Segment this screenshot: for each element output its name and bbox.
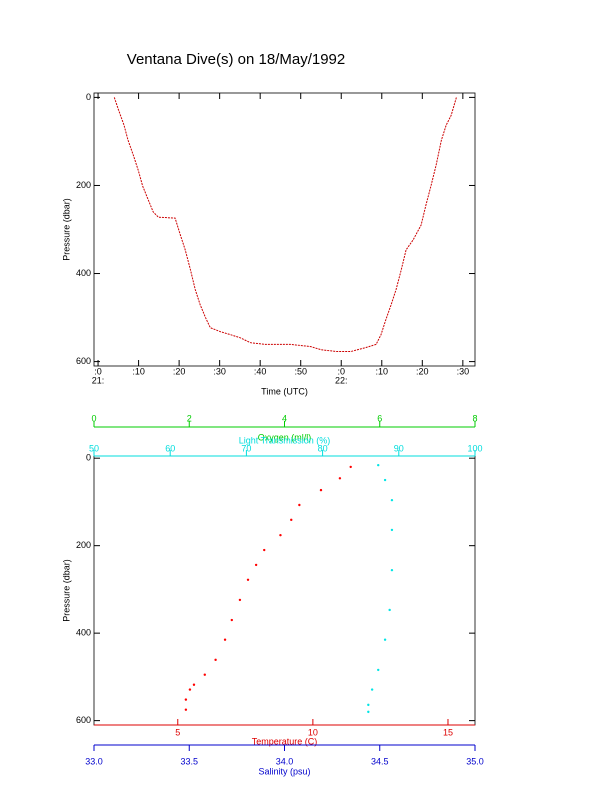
x-tick-label: :10 [132, 366, 145, 376]
data-point [188, 688, 192, 691]
data-point [184, 708, 188, 711]
data-point [388, 608, 391, 612]
x-tick-label: 8 [472, 413, 477, 423]
data-point [377, 668, 380, 672]
data-point [254, 563, 258, 567]
y-tick-label: 200 [76, 540, 91, 550]
data-point [349, 465, 352, 469]
plot-frame [93, 92, 476, 367]
data-point [367, 710, 370, 714]
x-tick-label: 34.0 [276, 756, 294, 766]
y-tick-label: 600 [76, 715, 91, 725]
x-tick-label: 15 [443, 727, 453, 737]
y-tick-label: 200 [76, 180, 91, 190]
data-point [377, 463, 380, 467]
data-point [184, 698, 188, 701]
data-point [390, 498, 394, 502]
data-point [390, 568, 394, 572]
x-tick-label: :30 [457, 366, 470, 376]
x-axis-label: Oxygen (ml/l) [258, 432, 312, 442]
x-axis-label: Time (UTC) [261, 386, 308, 396]
x-tick-label: 100 [467, 443, 482, 453]
y-tick-label: 400 [76, 268, 91, 278]
x-axis-label: Light Transmission (%) [239, 435, 331, 445]
data-point [338, 477, 342, 480]
data-point [319, 488, 323, 492]
y-axis-label: Pressure (dbar) [61, 559, 71, 622]
data-point [367, 703, 370, 707]
y-tick-label: 0 [86, 92, 91, 102]
x-tick-label: 6 [377, 413, 382, 423]
x-tick-label: 60 [165, 443, 175, 453]
data-point [383, 478, 387, 482]
x-tick-label: :50 [294, 366, 307, 376]
x-tick-label: :40 [254, 366, 267, 376]
data-line [113, 97, 457, 352]
x-tick-label: 35.0 [466, 756, 484, 766]
data-point [230, 618, 234, 622]
x-tick-label: :10 [376, 366, 389, 376]
x-hour-label: 21: [92, 375, 105, 385]
x-tick-label: 50 [89, 443, 99, 453]
data-point [203, 673, 206, 676]
data-point [246, 578, 250, 581]
x-tick-label: 5 [175, 727, 180, 737]
x-tick-label: :20 [416, 366, 429, 376]
chart-title: Ventana Dive(s) on 18/May/1992 [127, 51, 345, 68]
data-point [383, 638, 387, 641]
data-point [238, 598, 242, 602]
x-tick-label: 34.5 [371, 756, 389, 766]
y-tick-label: 400 [76, 628, 91, 638]
data-point [370, 688, 374, 691]
plot-frame [93, 455, 476, 726]
x-axis-label: Salinity (psu) [258, 766, 310, 776]
x-tick-label: 2 [187, 413, 192, 423]
y-tick-label: 600 [76, 356, 91, 366]
x-tick-label: 80 [318, 443, 328, 453]
data-point [223, 638, 227, 641]
data-point [290, 518, 293, 522]
x-axis-label: Temperature (C) [252, 736, 318, 746]
x-tick-label: :0 [337, 366, 345, 376]
data-point [214, 658, 217, 662]
x-tick-label: 70 [241, 443, 251, 453]
y-tick-label: 0 [86, 453, 91, 463]
data-point [263, 548, 266, 552]
x-hour-label: 22: [335, 375, 348, 385]
data-point [390, 528, 394, 532]
y-axis-label: Pressure (dbar) [61, 198, 71, 261]
x-tick-label: 4 [282, 413, 287, 423]
data-point [298, 503, 301, 507]
x-tick-label: 33.5 [180, 756, 198, 766]
x-tick-label: 10 [308, 727, 318, 737]
x-tick-label: 0 [91, 413, 96, 423]
x-tick-label: :20 [173, 366, 186, 376]
data-point [192, 683, 196, 686]
x-tick-label: :30 [213, 366, 226, 376]
data-point [279, 533, 282, 537]
x-tick-label: 33.0 [85, 756, 103, 766]
x-tick-label: :0 [94, 366, 102, 376]
x-tick-label: 90 [394, 443, 404, 453]
